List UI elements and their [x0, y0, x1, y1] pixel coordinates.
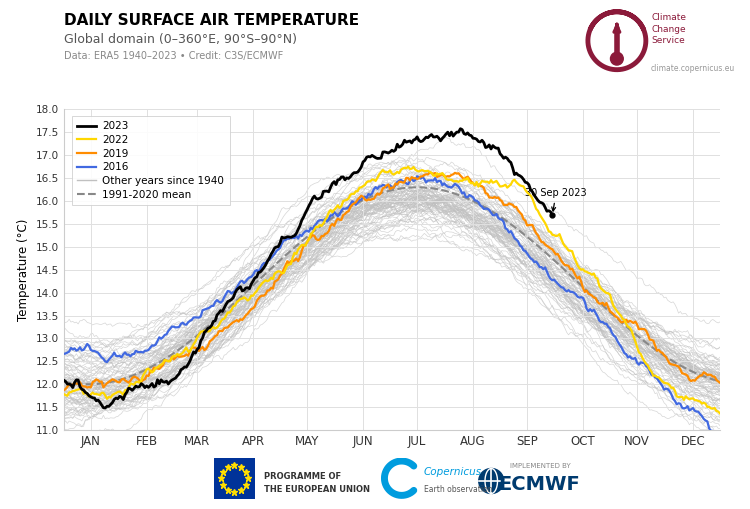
Text: DAILY SURFACE AIR TEMPERATURE: DAILY SURFACE AIR TEMPERATURE — [64, 13, 358, 27]
Text: Data: ERA5 1940–2023 • Credit: C3S/ECMWF: Data: ERA5 1940–2023 • Credit: C3S/ECMWF — [64, 51, 283, 61]
Text: climate.copernicus.eu: climate.copernicus.eu — [651, 64, 735, 73]
Text: Copernicus: Copernicus — [424, 467, 482, 477]
Text: Climate
Change
Service: Climate Change Service — [651, 13, 686, 45]
Text: PROGRAMME OF: PROGRAMME OF — [264, 472, 341, 482]
Circle shape — [478, 468, 504, 494]
Text: Earth observation: Earth observation — [424, 485, 492, 494]
Text: IMPLEMENTED BY: IMPLEMENTED BY — [510, 463, 571, 469]
Y-axis label: Temperature (°C): Temperature (°C) — [17, 218, 30, 321]
Text: 30 Sep 2023: 30 Sep 2023 — [525, 188, 587, 211]
Circle shape — [610, 52, 623, 65]
Text: Global domain (0–360°E, 90°S–90°N): Global domain (0–360°E, 90°S–90°N) — [64, 33, 297, 46]
Legend: 2023, 2022, 2019, 2016, Other years since 1940, 1991-2020 mean: 2023, 2022, 2019, 2016, Other years sinc… — [72, 116, 230, 205]
Text: ECMWF: ECMWF — [499, 475, 580, 494]
Text: THE EUROPEAN UNION: THE EUROPEAN UNION — [264, 485, 370, 494]
